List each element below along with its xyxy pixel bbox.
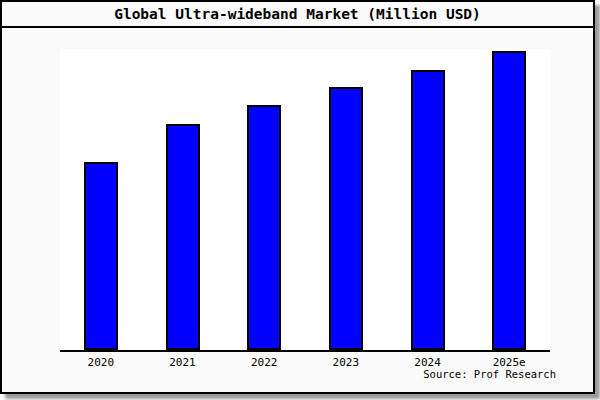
x-tick-label-2021: 2021 xyxy=(142,355,224,370)
bar-slot-2023 xyxy=(305,49,387,350)
bar-2023 xyxy=(329,87,363,350)
bar-slot-2025e xyxy=(468,49,550,350)
bar-slot-2020 xyxy=(60,49,142,350)
bar-2024 xyxy=(411,70,445,350)
chart-card: Global Ultra-wideband Market (Million US… xyxy=(0,0,595,394)
bar-2022 xyxy=(247,105,281,350)
x-tick-label-2023: 2023 xyxy=(305,355,387,370)
bar-slot-2021 xyxy=(142,49,224,350)
bar-2020 xyxy=(84,162,118,350)
title-bar: Global Ultra-wideband Market (Million US… xyxy=(2,2,593,28)
bar-slot-2022 xyxy=(223,49,305,350)
x-tick-label-2022: 2022 xyxy=(223,355,305,370)
bar-2025e xyxy=(492,51,526,350)
bar-2021 xyxy=(166,124,200,350)
plot-area xyxy=(60,49,550,352)
x-tick-label-2020: 2020 xyxy=(60,355,142,370)
bar-slot-2024 xyxy=(387,49,469,350)
source-attribution: Source: Prof Research xyxy=(423,368,556,380)
chart-title: Global Ultra-wideband Market (Million US… xyxy=(114,6,481,22)
